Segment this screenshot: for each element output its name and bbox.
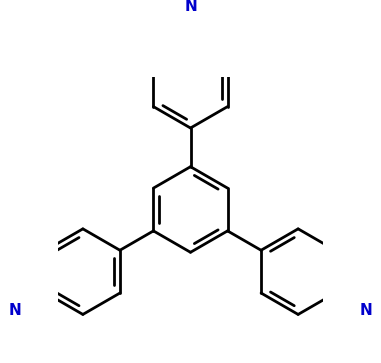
Text: N: N [8, 303, 21, 318]
Text: N: N [360, 303, 373, 318]
Text: N: N [184, 0, 197, 14]
